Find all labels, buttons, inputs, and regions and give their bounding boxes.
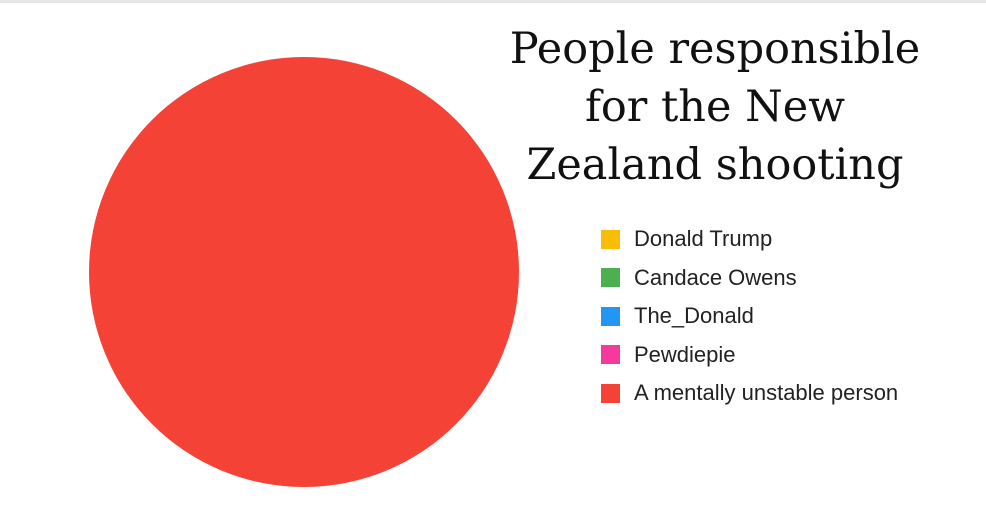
chart-title-line-1: People responsible <box>509 24 921 74</box>
chart-title: People responsible for the New Zealand s… <box>500 20 930 194</box>
legend-swatch-mentally-unstable-person <box>601 383 620 403</box>
legend-label-pewdiepie: Pewdiepie <box>634 341 736 367</box>
legend-item-pewdiepie: Pewdiepie <box>601 336 898 375</box>
legend-label-mentally-unstable-person: A mentally unstable person <box>634 380 899 406</box>
legend-item-candace-owens: Candace Owens <box>601 259 898 298</box>
pie-slice-a-mentally-unstable-person <box>89 57 519 487</box>
chart-title-line-2: for the New <box>585 82 845 132</box>
legend-item-donald-trump: Donald Trump <box>601 220 898 259</box>
top-border <box>0 0 986 3</box>
chart-title-line-3: Zealand shooting <box>526 140 904 190</box>
legend-label-candace-owens: Candace Owens <box>634 264 797 290</box>
legend-label-the-donald: The_Donald <box>634 303 754 329</box>
legend-swatch-pewdiepie <box>601 345 620 365</box>
legend: Donald Trump Candace Owens The_Donald Pe… <box>601 220 898 413</box>
legend-swatch-the-donald <box>601 306 620 326</box>
legend-item-mentally-unstable-person: A mentally unstable person <box>601 374 898 413</box>
legend-label-donald-trump: Donald Trump <box>634 226 773 252</box>
legend-item-the-donald: The_Donald <box>601 297 898 336</box>
legend-swatch-donald-trump <box>601 229 620 249</box>
legend-swatch-candace-owens <box>601 268 620 288</box>
